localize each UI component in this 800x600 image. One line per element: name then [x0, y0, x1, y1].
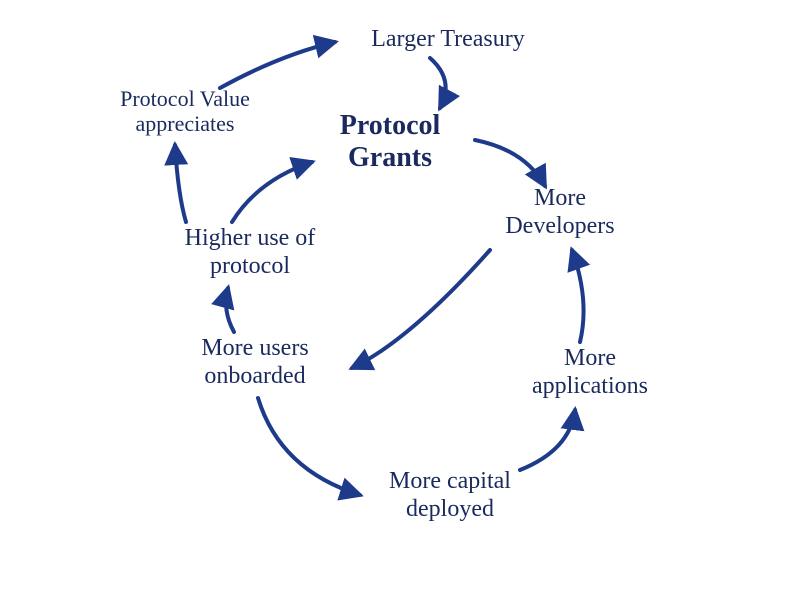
node-appreciates: Protocol Value appreciates	[80, 86, 290, 137]
diagram-canvas: Larger Treasury Protocol Value appreciat…	[0, 0, 800, 600]
node-higheruse: Higher use of protocol	[145, 225, 355, 280]
node-grants: Protocol Grants	[295, 110, 485, 174]
node-capital: More capital deployed	[340, 468, 560, 523]
node-treasury: Larger Treasury	[338, 26, 558, 54]
edge-appreciates-to-treasury	[220, 42, 335, 88]
edge-apps-to-developers	[572, 250, 584, 342]
edge-developers-to-users	[352, 250, 490, 368]
edge-grants-to-developers	[475, 140, 545, 186]
edge-treasury-to-grants	[430, 58, 446, 108]
edge-capital-to-apps	[520, 410, 575, 470]
node-users: More users onboarded	[155, 335, 355, 390]
node-apps: More applications	[490, 345, 690, 400]
edge-higheruse-to-appreciates	[175, 145, 186, 222]
node-developers: More Developers	[470, 185, 650, 240]
edge-users-to-higheruse	[226, 288, 234, 332]
